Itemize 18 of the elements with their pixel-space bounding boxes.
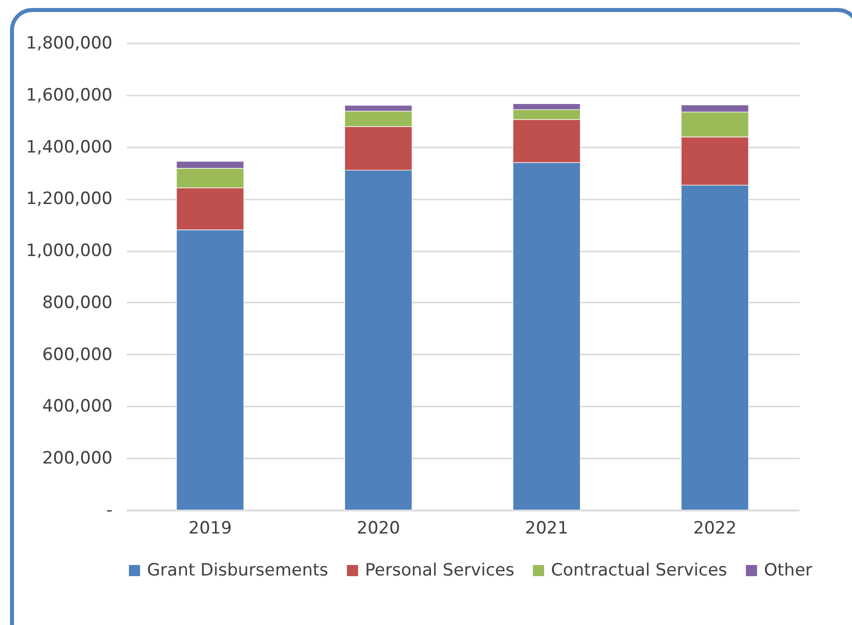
y-tick-label: 1,600,000 [26, 85, 112, 106]
y-tick-label: 1,400,000 [26, 137, 112, 158]
y-tick-label: 800,000 [42, 292, 112, 313]
legend-label: Contractual Services [551, 560, 728, 581]
y-tick-label: 400,000 [42, 396, 112, 417]
legend-label: Other [764, 560, 812, 581]
x-tick-label: 2019 [188, 518, 232, 538]
y-tick-label: 1,200,000 [26, 189, 112, 210]
y-tick-label: 200,000 [42, 448, 112, 469]
legend-label: Grant Disbursements [147, 560, 328, 581]
y-tick-label: - [106, 500, 112, 520]
y-tick-label: 1,800,000 [26, 34, 112, 54]
x-tick-label: 2022 [693, 518, 737, 538]
x-tick-label: 2020 [356, 518, 400, 538]
y-tick-label: 600,000 [42, 344, 112, 365]
legend-label: Personal Services [365, 560, 514, 581]
y-tick-label: 1,000,000 [26, 241, 112, 262]
x-tick-label: 2021 [524, 518, 568, 538]
